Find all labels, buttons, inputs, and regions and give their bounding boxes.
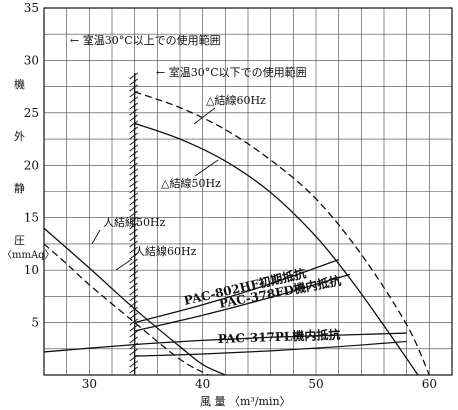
hatch-mark <box>129 282 138 290</box>
y-tick-label: 10 <box>24 263 39 277</box>
hatch-mark <box>129 360 138 368</box>
hatch-mark <box>129 234 138 242</box>
leader-delta-60hz <box>193 107 216 125</box>
hatch-mark <box>129 174 138 182</box>
hatch-mark <box>129 126 138 134</box>
leader-delta-50hz <box>194 159 219 177</box>
x-tick-label: 50 <box>308 377 323 391</box>
hatch-mark <box>129 276 138 284</box>
label-star-60hz: 人結線60Hz <box>134 244 197 258</box>
ylabel-char-1: 機 <box>14 77 25 91</box>
hatch-mark <box>129 222 138 230</box>
series-curves <box>43 91 430 376</box>
hatch-mark <box>129 198 138 206</box>
hatch-mark <box>129 246 138 254</box>
inner-resistance-curve <box>134 340 407 357</box>
pac-802hf-curve <box>134 259 339 324</box>
hatch-mark <box>129 72 138 80</box>
plot-frame <box>43 7 453 376</box>
plot-border <box>43 7 453 376</box>
x-tick-label: 40 <box>195 377 210 391</box>
hatch-mark <box>129 102 138 110</box>
ylabel-char-4: 圧 <box>14 234 25 247</box>
hatch-mark <box>129 240 138 248</box>
hatch-mark <box>129 114 138 122</box>
tick-labels: 30 40 50 60 5 10 15 20 25 30 35 <box>24 1 437 391</box>
pac-317pl-curve <box>43 332 407 353</box>
hatch-mark <box>129 78 138 86</box>
y-tick-label: 20 <box>24 158 39 172</box>
hatch-mark <box>129 144 138 152</box>
y-tick-label: 30 <box>24 53 39 67</box>
leader-star-50hz <box>91 229 101 245</box>
hatch-mark <box>129 366 138 374</box>
ylabel-char-3: 静 <box>14 181 25 195</box>
hatch-mark <box>129 216 138 224</box>
ylabel-unit: 〈mmAq〉 <box>2 249 55 261</box>
hatch-mark <box>129 108 138 116</box>
x-tick-label: 30 <box>82 377 97 391</box>
y-tick-label: 35 <box>24 1 39 15</box>
hatch-mark <box>129 180 138 188</box>
hatch-mark <box>129 186 138 194</box>
y-tick-label: 25 <box>24 106 39 120</box>
x-tick-label: 60 <box>422 377 437 391</box>
hatch-mark <box>129 192 138 200</box>
hatch-mark <box>129 162 138 170</box>
hatch-mark <box>129 336 138 344</box>
star-50hz-curve <box>43 227 226 376</box>
hatch-mark <box>129 132 138 140</box>
hatch-mark <box>129 288 138 296</box>
leader-star-60hz <box>115 258 133 271</box>
hatch-mark <box>129 138 138 146</box>
hatch-mark <box>129 318 138 326</box>
hatch-mark <box>129 306 138 314</box>
hatch-mark <box>129 204 138 212</box>
hatch-mark <box>129 252 138 260</box>
delta-50hz-curve <box>134 122 419 376</box>
hatch-mark <box>129 96 138 104</box>
hatch-mark <box>129 210 138 218</box>
star-60hz-curve <box>43 243 209 376</box>
hatch-mark <box>129 120 138 128</box>
x-axis-label: 風 量 〈m³/min〉 <box>200 395 291 408</box>
label-delta-50hz: △結線50Hz <box>161 176 221 190</box>
hatch-mark <box>129 228 138 236</box>
hatch-mark <box>129 264 138 272</box>
label-delta-60hz: △結線60Hz <box>206 93 266 107</box>
delta-60hz-curve <box>134 91 430 376</box>
hatch-mark <box>129 84 138 92</box>
pac-378fd-curve <box>134 273 351 332</box>
limit-label-above-30c: ← 室温30°C以上での使用範囲 <box>70 33 221 47</box>
y-tick-label: 5 <box>31 316 39 330</box>
ylabel-char-2: 外 <box>14 130 25 143</box>
hatch-mark <box>129 270 138 278</box>
label-star-50hz: 人結線50Hz <box>103 215 166 229</box>
hatch-mark <box>129 150 138 158</box>
hatch-mark <box>129 312 138 320</box>
hatch-mark <box>129 156 138 164</box>
label-pac-317pl: PAC-317PL機内抵抗 <box>218 327 341 346</box>
limit-label-below-30c: ← 室温30°C以下での使用範囲 <box>156 65 307 79</box>
hatch-mark <box>129 348 138 356</box>
hatch-mark <box>129 168 138 176</box>
hatch-mark <box>129 324 138 332</box>
hatch-mark <box>129 330 138 338</box>
y-tick-label: 15 <box>24 211 39 225</box>
hatch-mark <box>129 294 138 302</box>
hatch-mark <box>129 258 138 266</box>
